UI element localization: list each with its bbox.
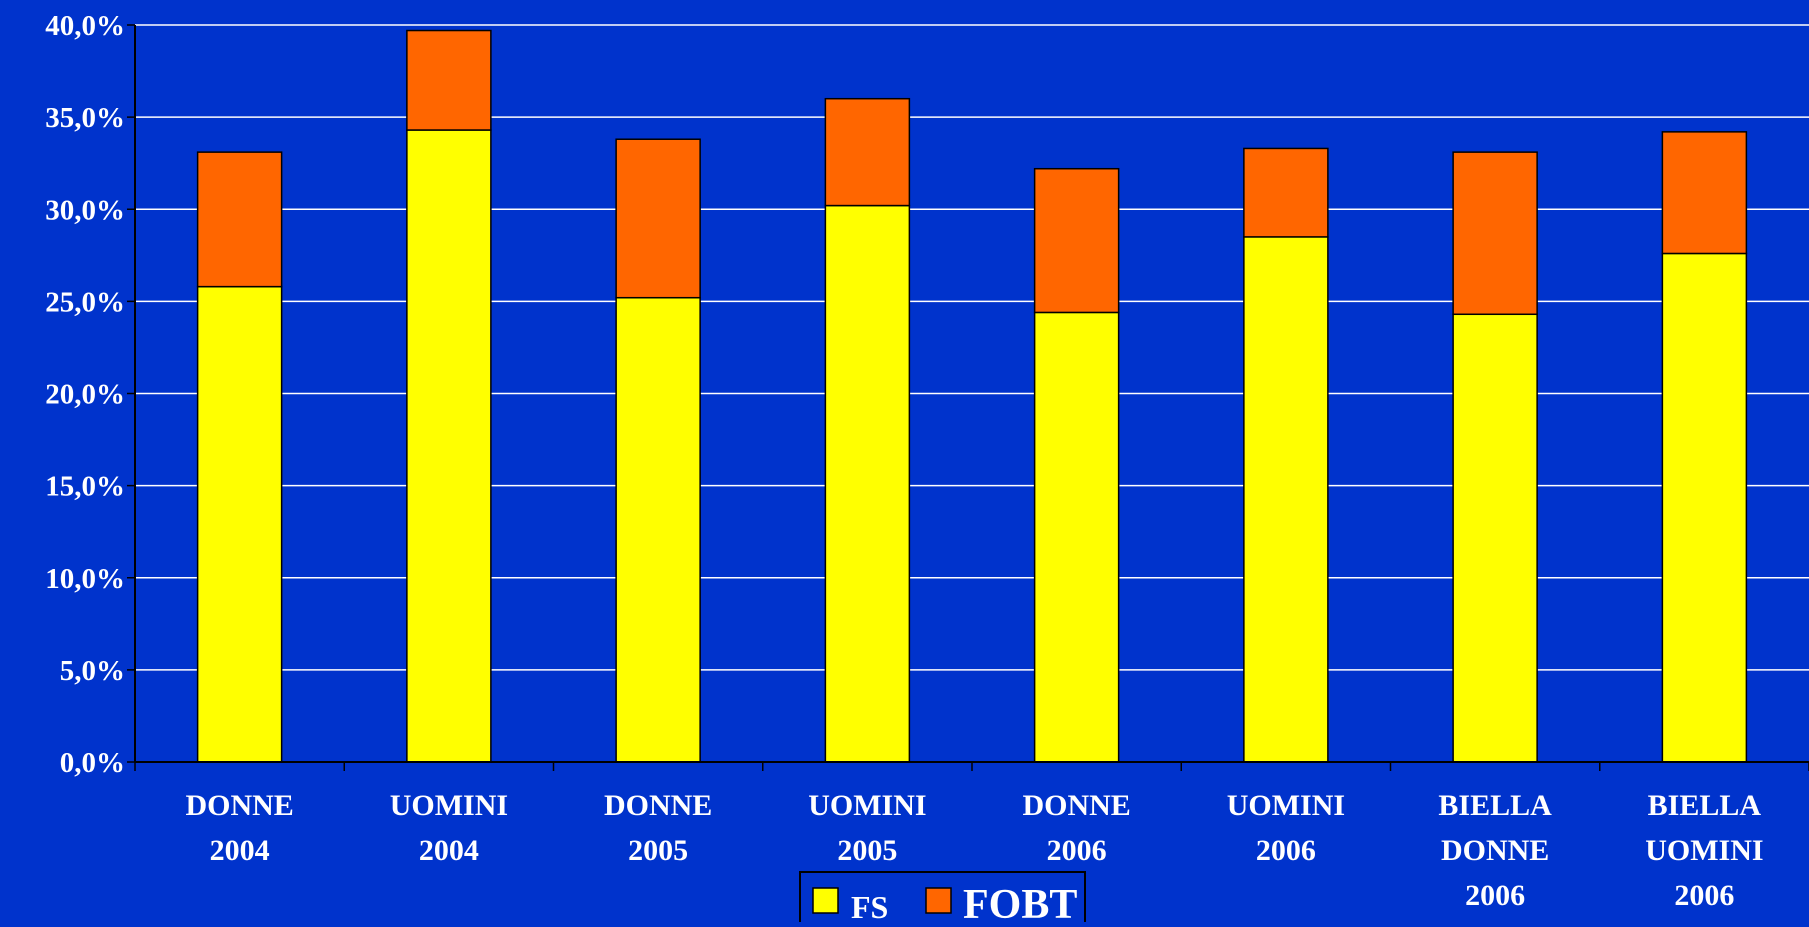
bar-fs-6: [1452, 313, 1538, 763]
gridlines: [135, 24, 1809, 671]
bar-fs-0: [196, 285, 283, 763]
x-tick-label: 2006: [1465, 879, 1525, 912]
bar-fobt-2: [615, 138, 701, 299]
y-tick-label: 25,0%: [45, 286, 125, 318]
bar-fs-4: [1033, 311, 1120, 763]
x-tick-label: 2004: [419, 834, 479, 867]
bar-fs-1: [406, 129, 492, 763]
bar-fs-2: [615, 296, 701, 763]
x-tick-label: 2006: [1256, 834, 1316, 867]
x-tick-label: DONNE: [1441, 834, 1549, 867]
x-tick-label: BIELLA: [1648, 789, 1762, 822]
bar-fobt-5: [1243, 147, 1329, 238]
x-tick-label: 2004: [210, 834, 270, 867]
y-tick-label: 5,0%: [60, 655, 125, 687]
y-tick-label: 0,0%: [60, 747, 125, 779]
bar-fobt-3: [824, 97, 911, 207]
bars: [196, 29, 1748, 763]
legend-swatch-fs: [812, 887, 839, 914]
legend-label-fs: FS: [851, 889, 888, 922]
bar-fobt-7: [1661, 131, 1748, 255]
x-tick-label: UOMINI: [390, 789, 508, 822]
x-tick-label: 2006: [1674, 879, 1734, 912]
x-tick-label: UOMINI: [808, 789, 926, 822]
bar-fobt-0: [196, 151, 283, 288]
x-tick-label: UOMINI: [1227, 789, 1345, 822]
y-tick-label: 40,0%: [45, 10, 125, 42]
y-tick-label: 20,0%: [45, 379, 125, 411]
x-tick-label: UOMINI: [1645, 834, 1763, 867]
x-tick-label: BIELLA: [1438, 789, 1552, 822]
y-tick-label: 10,0%: [45, 563, 125, 595]
y-tick-label: 15,0%: [45, 471, 125, 503]
y-tick-labels: 0,0% 5,0% 10,0% 15,0% 20,0% 25,0% 30,0% 35,0% 40…: [45, 10, 125, 779]
x-tick-label: DONNE: [185, 789, 293, 822]
y-tick-label: 30,0%: [45, 194, 125, 226]
x-tick-label: 2005: [837, 834, 897, 867]
bar-fs-5: [1243, 236, 1329, 763]
axes: [127, 24, 1809, 771]
x-tick-label: 2005: [628, 834, 688, 867]
x-tick-label: 2006: [1047, 834, 1107, 867]
bar-fobt-6: [1452, 151, 1538, 316]
x-tick-label: DONNE: [1022, 789, 1130, 822]
legend-label-fobt: FOBT: [963, 882, 1077, 922]
bar-fs-3: [824, 204, 911, 763]
legend-swatch-fobt: [925, 887, 952, 914]
bar-fobt-1: [406, 29, 492, 131]
bar-fs-7: [1661, 252, 1748, 763]
x-tick-label: DONNE: [604, 789, 712, 822]
x-tick-labels: DONNE 2004 UOMINI 2004 DONNE 2005 UOMINI 2005 DO…: [185, 789, 1763, 912]
bar-fobt-4: [1033, 167, 1120, 314]
y-tick-label: 35,0%: [45, 102, 125, 134]
legend: FS FOBT: [799, 871, 1086, 927]
